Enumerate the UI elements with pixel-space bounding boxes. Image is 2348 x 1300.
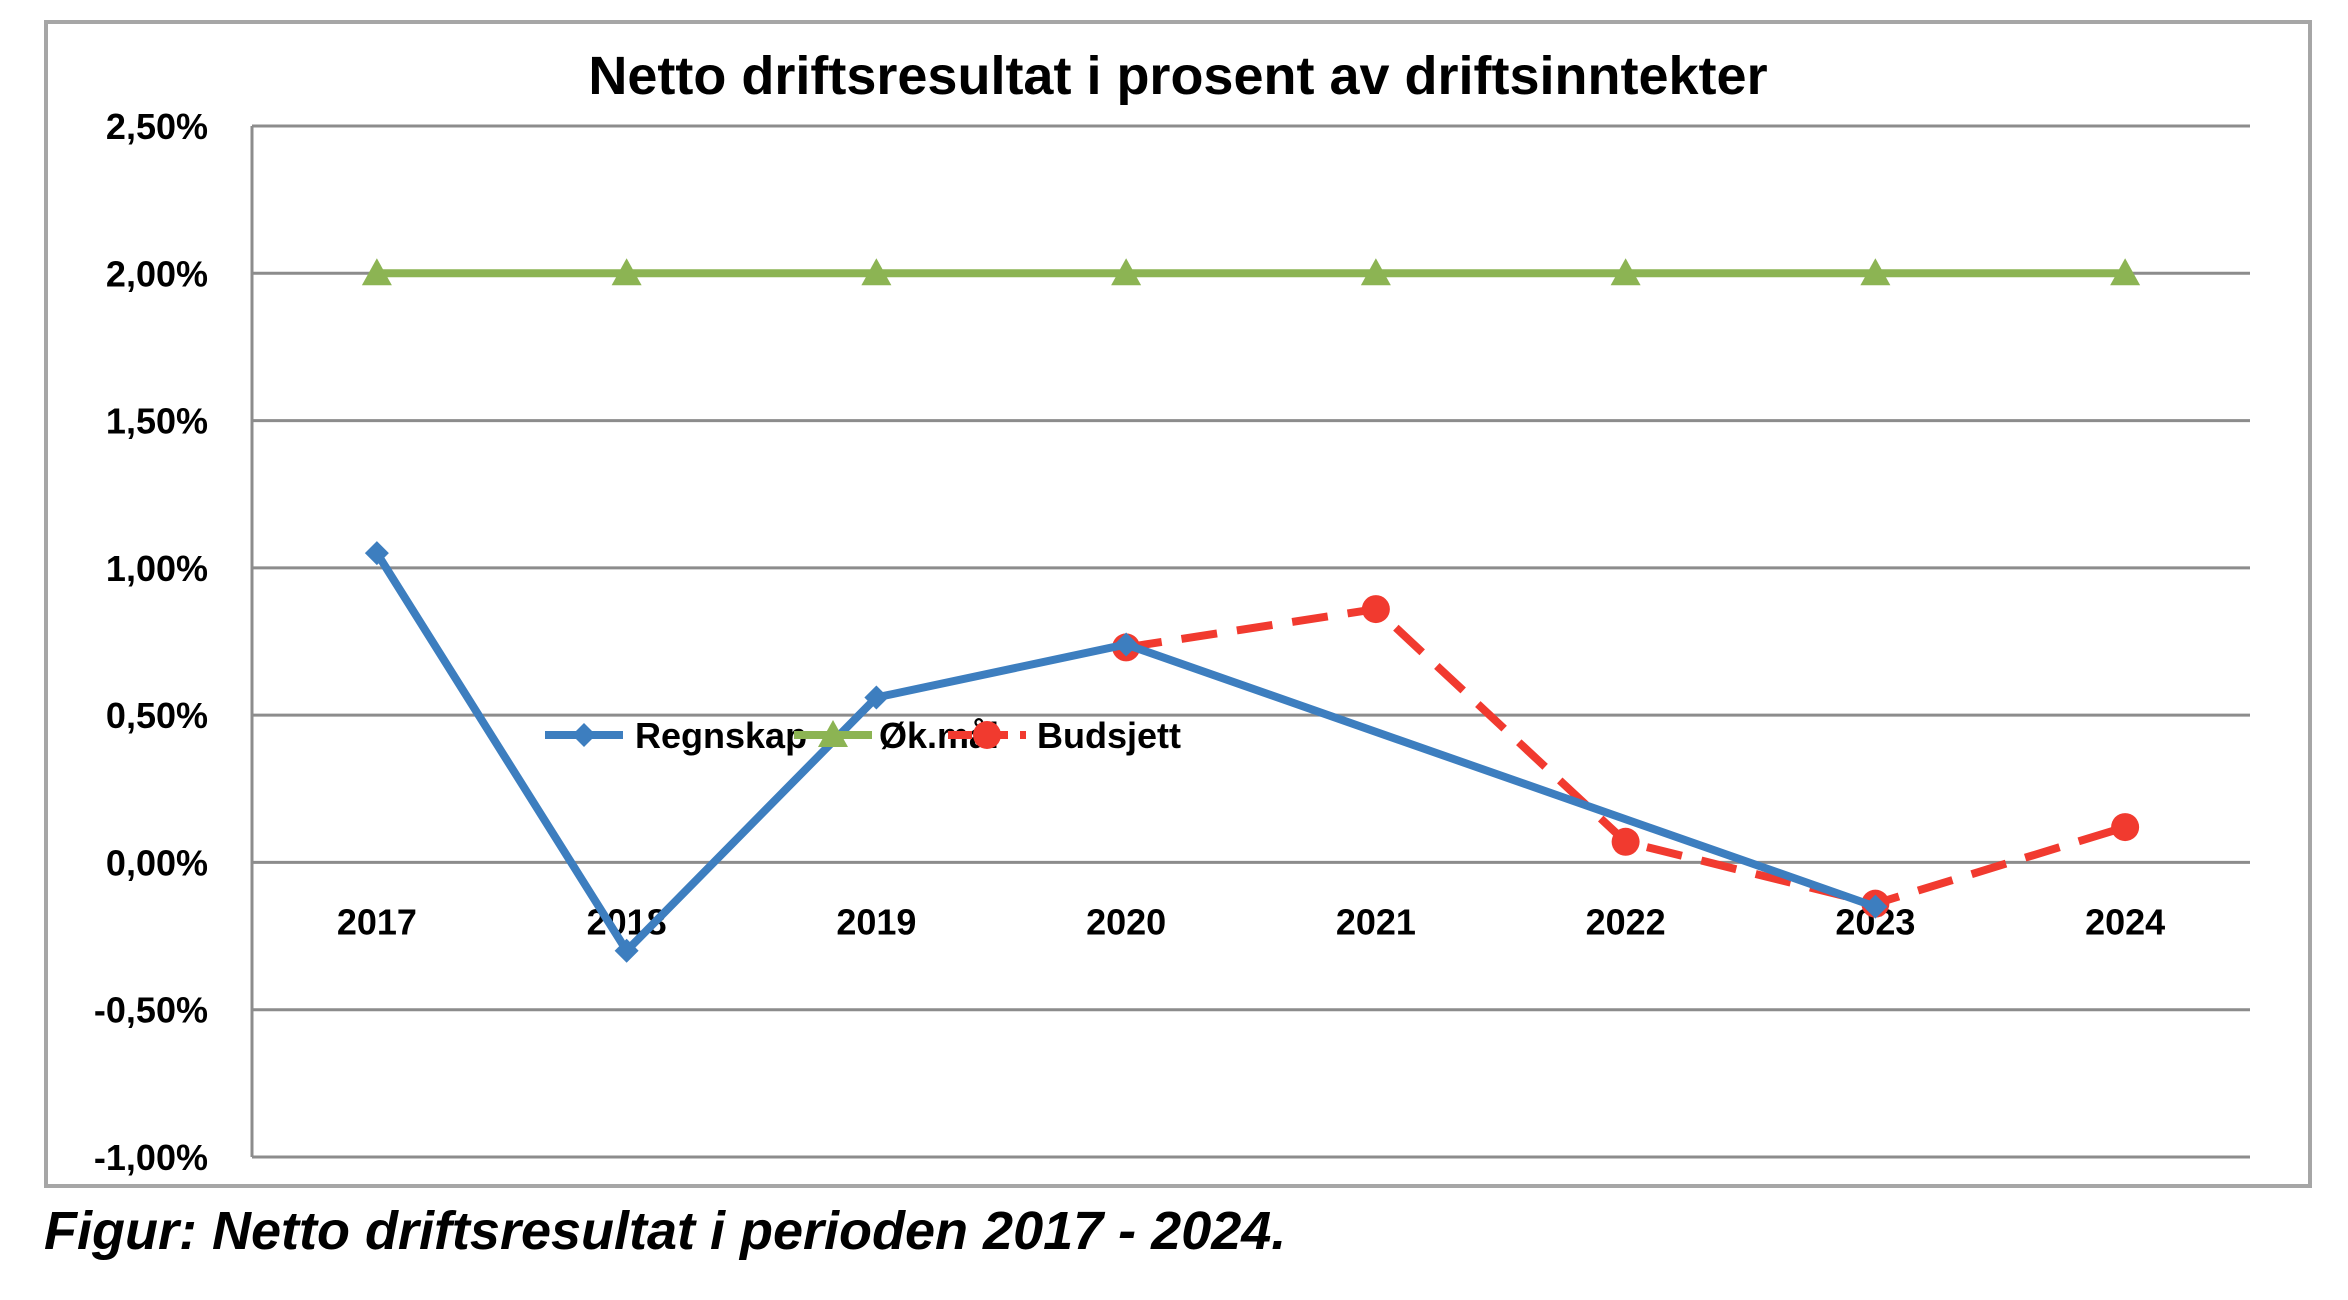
y-tick-label: 2,00% — [106, 253, 208, 294]
x-tick-label: 2021 — [1336, 901, 1416, 942]
chart-frame: Netto driftsresultat i prosent av drifts… — [44, 20, 2312, 1188]
data-point — [1610, 258, 1641, 286]
data-point — [864, 685, 889, 710]
data-point — [2110, 258, 2141, 286]
data-point — [861, 258, 892, 286]
series-budsjett — [1112, 595, 2140, 918]
data-point — [1111, 258, 1142, 286]
y-tick-label: -1,00% — [94, 1137, 208, 1178]
series--k-m-l — [361, 258, 2141, 286]
x-tick-label: 2017 — [337, 901, 417, 942]
data-point — [1863, 894, 1888, 919]
data-point — [1860, 258, 1891, 286]
y-tick-label: 0,50% — [106, 695, 208, 736]
x-tick-label: 2019 — [836, 901, 916, 942]
figure-caption: Figur: Netto driftsresultat i perioden 2… — [44, 1201, 1287, 1261]
legend-item-regnskap: Regnskap — [545, 715, 807, 756]
y-tick-label: 1,50% — [106, 401, 208, 442]
data-point — [1114, 632, 1139, 657]
data-point — [361, 258, 392, 286]
x-tick-label: 2020 — [1086, 901, 1166, 942]
data-point — [364, 541, 389, 566]
data-point — [1361, 595, 1390, 624]
legend-marker — [973, 721, 1001, 749]
chart-title: Netto driftsresultat i prosent av drifts… — [588, 46, 1767, 106]
y-tick-label: 2,50% — [106, 106, 208, 147]
data-point — [614, 938, 639, 963]
line-chart: Netto driftsresultat i prosent av drifts… — [94, 46, 2250, 1178]
x-tick-label: 2022 — [1586, 901, 1666, 942]
legend-label: Regnskap — [635, 715, 807, 756]
data-point — [1611, 827, 1640, 856]
series-regnskap — [364, 541, 1888, 963]
legend-label: Budsjett — [1037, 715, 1181, 756]
x-tick-label: 2024 — [2085, 901, 2165, 942]
data-point — [2111, 813, 2140, 842]
series-line — [1125, 605, 2127, 908]
data-point — [611, 258, 642, 286]
y-tick-label: 1,00% — [106, 548, 208, 589]
legend-item-budsjett: Budsjett — [948, 715, 1181, 756]
legend-marker — [572, 723, 596, 747]
data-point — [1360, 258, 1391, 286]
y-tick-label: 0,00% — [106, 842, 208, 883]
legend-marker — [818, 720, 848, 747]
y-tick-label: -0,50% — [94, 990, 208, 1031]
